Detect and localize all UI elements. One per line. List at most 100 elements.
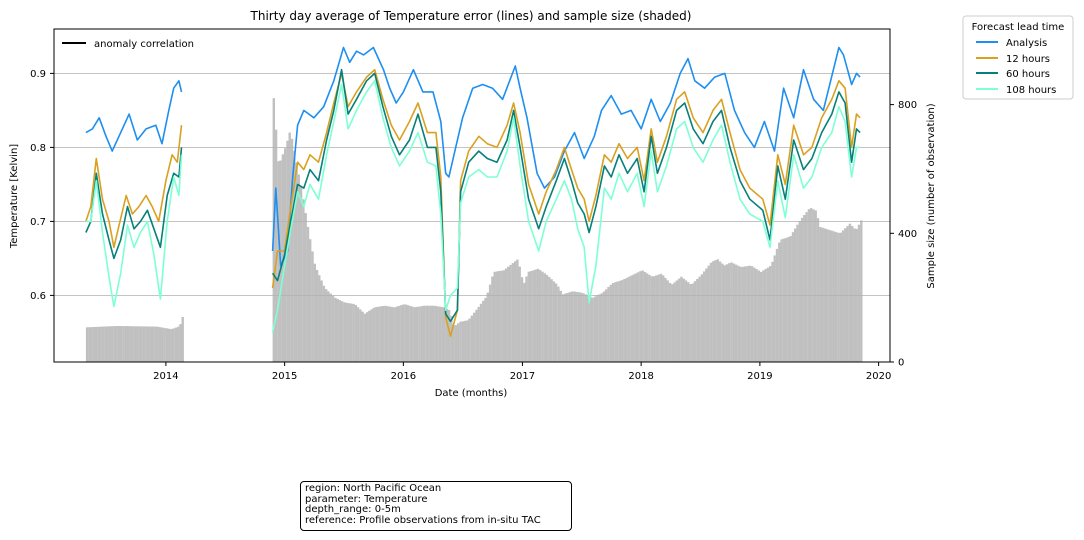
sample-size-bar (607, 287, 610, 362)
sample-size-bar (705, 268, 708, 362)
sample-size-bar (163, 327, 166, 362)
sample-size-bar (803, 215, 806, 362)
sample-size-bar (591, 297, 594, 362)
sample-size-bar (338, 300, 341, 362)
sample-size-bar (411, 306, 414, 362)
sample-size-bar (671, 284, 674, 362)
x-tick-label: 2018 (628, 371, 653, 382)
sample-size-bar (452, 325, 455, 362)
sample-size-bar (416, 306, 419, 362)
sample-size-bar (593, 296, 597, 362)
sample-size-bar (687, 282, 690, 362)
sample-size-bar (666, 280, 669, 362)
sample-size-bar (673, 282, 676, 362)
sample-size-bar (586, 295, 590, 362)
sample-size-bar (463, 320, 467, 362)
x-tick-label: 2015 (272, 371, 297, 382)
sample-size-bar (343, 302, 346, 362)
info-reference: reference: Profile observations from in-… (305, 514, 541, 526)
sample-size-bar (88, 327, 91, 362)
sample-size-bar (621, 280, 624, 362)
sample-size-bar (484, 297, 487, 362)
sample-size-bar (356, 307, 360, 362)
sample-size-bar (778, 242, 781, 362)
sample-size-bar (313, 263, 316, 362)
sample-size-bar (641, 270, 644, 362)
sample-size-bar (689, 284, 692, 362)
sample-size-bar (812, 209, 815, 362)
sample-size-bar (136, 326, 139, 362)
sample-size-bar (420, 306, 423, 362)
legend: Forecast lead time Analysis 12 hours 60 … (962, 15, 1074, 100)
sample-size-bar (352, 303, 355, 362)
sample-size-bar (857, 224, 861, 362)
sample-size-bar (299, 186, 303, 362)
sample-size-bar (664, 277, 667, 362)
sample-size-bar (482, 300, 485, 362)
sample-size-bar (589, 296, 592, 362)
y2-axis-ticks: 0 400 800 (890, 100, 917, 369)
sample-size-bar (732, 263, 735, 362)
sample-size-bar (652, 276, 656, 362)
sample-size-bar (441, 307, 444, 362)
series-line-12-hours (85, 68, 861, 337)
y2-axis-label: Sample size (number of observation) (926, 103, 937, 288)
sample-size-bar (290, 138, 294, 362)
sample-size-bar (739, 266, 742, 362)
sample-size-bar (97, 326, 100, 362)
sample-size-bar (347, 303, 351, 362)
sample-size-bar (479, 303, 483, 362)
y-tick-label: 0.7 (30, 217, 46, 228)
sample-size-bar (149, 326, 152, 362)
sample-size-bar (759, 271, 763, 362)
sample-size-bar (366, 312, 369, 362)
sample-size-bar (625, 277, 628, 362)
sample-size-bar (413, 307, 417, 362)
sample-size-bar (573, 291, 576, 362)
sample-size-bar (122, 326, 125, 362)
series-line-108-hours (85, 80, 861, 333)
sample-size-bar (536, 268, 540, 362)
legend-label-60-hours: 60 hours (1006, 69, 1050, 80)
series-lines (85, 46, 861, 337)
sample-size-bar (158, 327, 162, 362)
sample-size-bar (274, 129, 278, 362)
sample-size-bar (525, 276, 528, 362)
sample-size-bar (807, 209, 811, 362)
sample-size-bar (698, 276, 701, 362)
y-axis-ticks: 0.6 0.7 0.8 0.9 (30, 69, 54, 302)
sample-size-bar (409, 306, 412, 362)
sample-size-bar (145, 326, 148, 362)
series-line-60-hours (85, 68, 861, 323)
sample-size-bar (789, 236, 792, 362)
sample-size-bar (787, 237, 790, 362)
x-tick-label: 2017 (510, 371, 535, 382)
sample-size-bar (716, 259, 719, 362)
sample-size-bar (516, 259, 519, 362)
sample-size-bar (860, 220, 863, 362)
sample-size-bar (345, 302, 348, 362)
sample-size-bar (491, 276, 494, 362)
sample-size-bar (532, 270, 535, 362)
sample-size-bar (391, 306, 394, 362)
info-box: region: North Pacific Ocean parameter: T… (300, 481, 572, 531)
sample-size-bar (306, 226, 310, 362)
sample-size-bar (181, 317, 184, 362)
sample-size-bar (518, 266, 521, 362)
y2-tick-label: 400 (898, 229, 917, 240)
sample-size-bar (113, 326, 116, 362)
sample-size-bar (172, 328, 175, 362)
sample-size-bar (577, 292, 581, 362)
sample-size-bar (395, 306, 398, 362)
sample-size-bar (320, 280, 323, 362)
sample-size-bar (709, 262, 713, 362)
sample-size-bar (627, 276, 631, 362)
sample-size-bar (334, 297, 337, 362)
sample-size-bar (545, 274, 549, 362)
sample-size-bar (605, 289, 608, 362)
sample-size-bar (311, 251, 314, 362)
sample-size-bar (507, 266, 510, 362)
sample-size-bar (757, 270, 760, 362)
sample-size-bar (165, 328, 168, 362)
sample-size-bar (703, 271, 706, 362)
